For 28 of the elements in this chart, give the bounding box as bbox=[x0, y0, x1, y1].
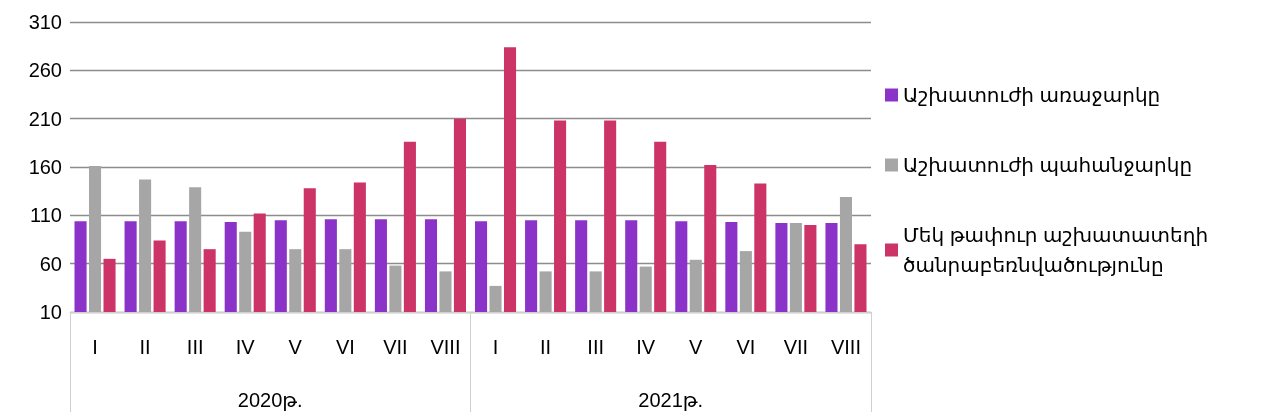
legend-label: Աշխատուժի պահանջարկը bbox=[903, 154, 1193, 176]
x-tick-label: II bbox=[139, 336, 151, 358]
x-tick-label: VI bbox=[736, 336, 756, 358]
y-tick-label: 60 bbox=[39, 252, 62, 275]
x-tick-label: I bbox=[492, 336, 499, 358]
y-tick-label: 110 bbox=[30, 204, 62, 227]
x-tick-label: IV bbox=[636, 336, 656, 358]
x-tick-label: V bbox=[689, 336, 704, 358]
x-tick-label: III bbox=[186, 336, 204, 358]
text: 2021թ. bbox=[638, 389, 704, 411]
x-tick-label: II bbox=[540, 336, 552, 358]
y-tick-label: 210 bbox=[28, 107, 62, 130]
x-tick-label: I bbox=[92, 336, 98, 358]
text: 2020թ. bbox=[237, 389, 303, 411]
x-tick-label: V bbox=[288, 336, 303, 358]
y-tick-label: 160 bbox=[28, 156, 62, 178]
legend-label: Աշխատուժի առաջարկը bbox=[903, 84, 1161, 106]
y-tick-label: 10 bbox=[39, 301, 62, 323]
y-tick-label: 260 bbox=[28, 59, 62, 82]
x-tick-label: VII bbox=[783, 336, 809, 358]
x-tick-label: VII bbox=[383, 336, 408, 358]
legend-label: Մեկ թափուր աշխատատեղի ծանրաբեռնվածությունը bbox=[903, 224, 1209, 276]
x-tick-label: VIII bbox=[830, 336, 861, 358]
y-tick-label: 310 bbox=[28, 11, 62, 33]
x-tick-label: III bbox=[587, 336, 604, 358]
x-tick-label: VIII bbox=[430, 336, 461, 358]
x-tick-label: VI bbox=[335, 336, 355, 358]
x-tick-label: IV bbox=[235, 336, 256, 358]
